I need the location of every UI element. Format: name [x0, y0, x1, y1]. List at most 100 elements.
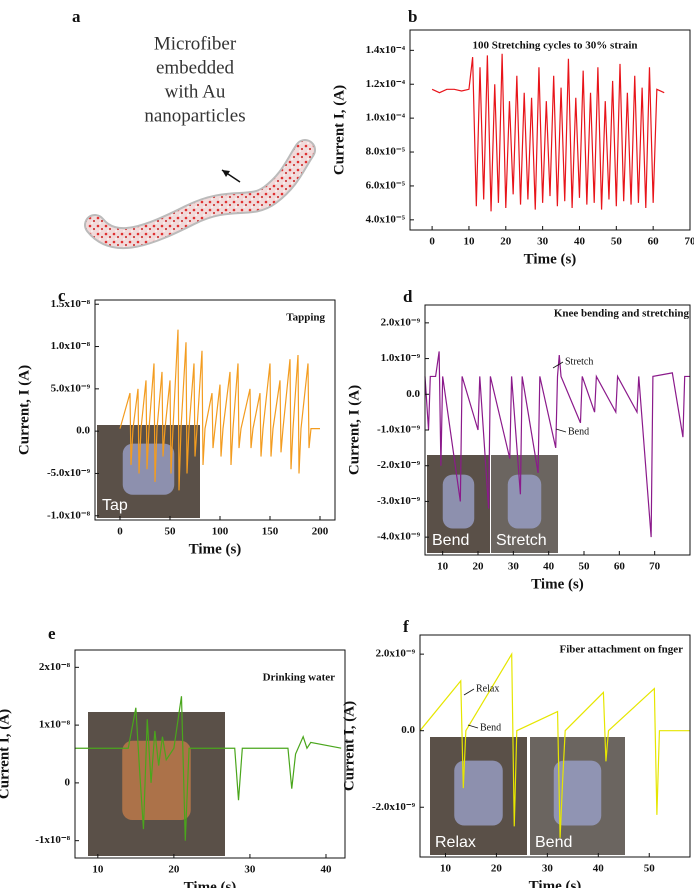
y-axis-label: Current I, (A) — [331, 85, 347, 175]
x-tick-label: 50 — [579, 561, 591, 573]
x-axis-label: Time (s) — [524, 251, 577, 267]
x-axis-label: Time (s) — [184, 879, 237, 888]
x-axis-label: Time (s) — [529, 878, 582, 888]
signal-line — [431, 53, 665, 212]
inset-label: Bend — [432, 532, 469, 549]
y-axis-label: Current, I (A) — [16, 365, 32, 455]
caption: embedded — [156, 57, 235, 78]
annotation: Bend — [480, 722, 501, 733]
plot-frame — [419, 634, 691, 858]
chart-title: Knee bending and stretching — [554, 308, 690, 320]
y-tick-label: -5.0x10⁻⁹ — [47, 467, 91, 479]
y-tick-label: 0 — [65, 776, 71, 788]
chart-title: Tapping — [286, 312, 325, 324]
x-tick-label: 10 — [440, 863, 452, 875]
inset-label: Relax — [435, 834, 476, 851]
x-tick-label: 0 — [429, 236, 435, 248]
panel-label: b — [408, 7, 417, 26]
y-tick-label: 4.0x10⁻⁵ — [366, 213, 406, 225]
y-axis-label: Current I, (A) — [0, 709, 12, 799]
y-tick-label: 1.0x10⁻⁹ — [381, 352, 421, 364]
x-tick-label: 200 — [312, 526, 329, 538]
fiber — [86, 141, 314, 248]
arrow-head — [222, 170, 230, 177]
x-tick-label: 30 — [244, 864, 256, 876]
inset-detail — [507, 474, 542, 529]
x-tick-label: 10 — [437, 561, 449, 573]
annotation: Bend — [568, 426, 589, 437]
x-tick-label: 70 — [649, 561, 661, 573]
x-tick-label: 40 — [320, 864, 332, 876]
annotation: Stretch — [565, 356, 593, 367]
x-tick-label: 0 — [117, 526, 123, 538]
inset-detail — [553, 760, 602, 826]
y-tick-label: 2.0x10⁻⁹ — [381, 316, 421, 328]
x-tick-label: 100 — [212, 526, 229, 538]
x-tick-label: 40 — [593, 863, 605, 875]
annotation: Relax — [476, 683, 499, 694]
x-tick-label: 60 — [648, 236, 660, 248]
panel-label: e — [48, 624, 56, 643]
x-tick-label: 50 — [611, 236, 623, 248]
y-tick-label: 1.2x10⁻⁴ — [366, 78, 406, 90]
x-tick-label: 150 — [262, 526, 279, 538]
caption: nanoparticles — [144, 105, 245, 126]
panel-label: f — [403, 617, 409, 636]
signal-line — [119, 329, 320, 491]
x-tick-label: 20 — [491, 863, 503, 875]
inset-label: Bend — [535, 834, 572, 851]
y-tick-label: 1.4x10⁻⁴ — [366, 44, 406, 56]
x-tick-label: 30 — [508, 561, 520, 573]
y-axis-label: Current, I (A) — [346, 385, 362, 475]
annotation-pointer — [463, 688, 475, 696]
panel-label: a — [72, 7, 81, 26]
y-tick-label: 0.0 — [76, 425, 90, 437]
panel-label: c — [58, 286, 66, 305]
plot-frame — [94, 299, 336, 521]
y-tick-label: 8.0x10⁻⁵ — [366, 146, 406, 158]
x-tick-label: 40 — [574, 236, 586, 248]
x-tick-label: 30 — [542, 863, 554, 875]
x-tick-label: 50 — [165, 526, 177, 538]
x-axis-label: Time (s) — [531, 576, 584, 592]
caption: Microfiber — [154, 33, 237, 54]
y-tick-label: 2x10⁻⁸ — [39, 661, 71, 673]
chart-title: Fiber attachment on fnger — [559, 644, 683, 656]
caption: with Au — [165, 81, 226, 102]
plot-frame — [409, 29, 691, 231]
y-tick-label: 1x10⁻⁸ — [39, 719, 71, 731]
y-tick-label: 1.0x10⁻⁸ — [51, 340, 91, 352]
x-tick-label: 20 — [473, 561, 485, 573]
inset-detail — [442, 474, 475, 529]
y-tick-label: 1.5x10⁻⁸ — [51, 298, 91, 310]
x-tick-label: 60 — [614, 561, 626, 573]
y-tick-label: 5.0x10⁻⁹ — [51, 382, 91, 394]
x-tick-label: 40 — [543, 561, 555, 573]
y-tick-label: -1x10⁻⁸ — [35, 834, 70, 846]
x-tick-label: 20 — [500, 236, 512, 248]
y-tick-label: -4.0x10⁻⁹ — [377, 531, 421, 543]
x-tick-label: 50 — [644, 863, 656, 875]
x-axis-label: Time (s) — [189, 541, 242, 557]
signal-line — [75, 696, 342, 841]
chart-title: Drinking water — [263, 672, 336, 684]
inset-label: Stretch — [496, 532, 547, 549]
annotation-pointer — [555, 428, 567, 433]
x-tick-label: 10 — [463, 236, 475, 248]
y-tick-label: -2.0x10⁻⁹ — [377, 459, 421, 471]
y-tick-label: 0.0 — [401, 724, 415, 736]
panel-label: d — [403, 287, 413, 306]
y-tick-label: -1.0x10⁻⁸ — [47, 509, 91, 521]
y-tick-label: 0.0 — [406, 388, 420, 400]
y-axis-label: Current I, (A) — [341, 701, 357, 791]
x-tick-label: 20 — [168, 864, 180, 876]
y-tick-label: 6.0x10⁻⁵ — [366, 179, 406, 191]
plot-frame — [74, 649, 346, 859]
x-tick-label: 70 — [685, 236, 694, 248]
inset-detail — [122, 740, 191, 820]
inset-label: Tap — [102, 497, 128, 514]
signal-line — [419, 652, 690, 838]
y-tick-label: -1.0x10⁻⁹ — [377, 424, 421, 436]
annotation-pointer — [552, 361, 564, 369]
